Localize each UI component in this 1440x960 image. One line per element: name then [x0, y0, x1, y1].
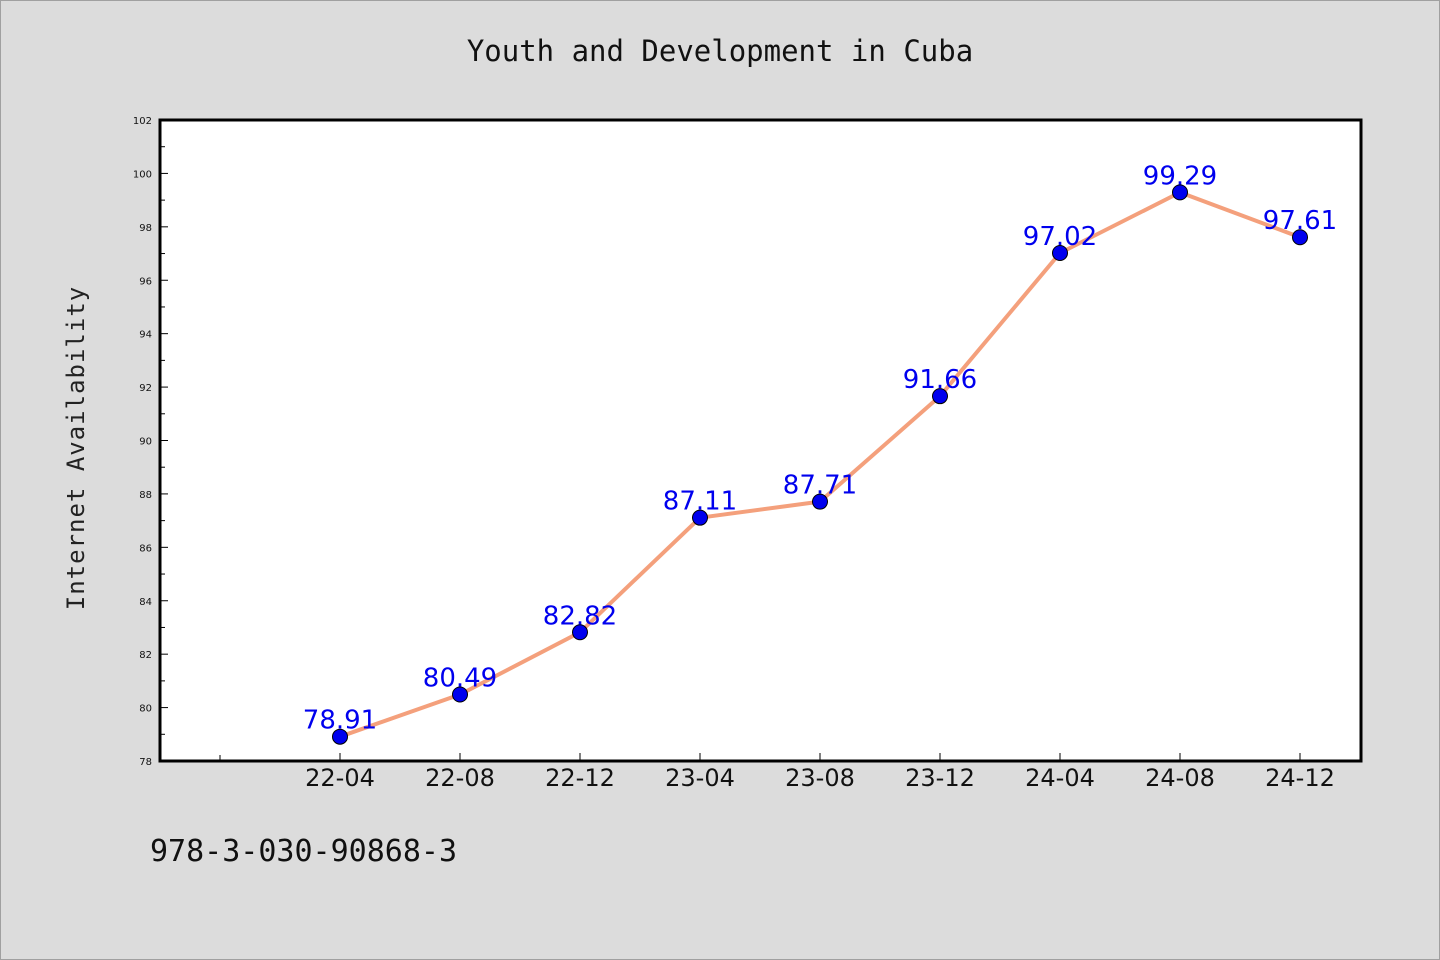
data-label: 87.11 — [663, 487, 737, 517]
plot-area — [158, 118, 1363, 763]
y-tick-label: 86 — [139, 543, 152, 554]
data-point — [812, 493, 828, 510]
x-tick-label: 23-04 — [665, 764, 735, 792]
data-point — [932, 388, 948, 405]
y-tick-label: 94 — [139, 330, 152, 341]
x-tick-label: 24-04 — [1025, 764, 1095, 792]
footer-code: 978-3-030-90868-3 — [150, 834, 458, 869]
data-point — [1292, 229, 1308, 246]
y-tick-label: 82 — [139, 650, 152, 661]
data-labels: 78.91 80.49 82.82 87.11 87.71 91.66 97.02 99.29… — [303, 161, 1337, 735]
x-tick-label: 24-12 — [1265, 764, 1335, 792]
y-tick-label: 88 — [139, 490, 152, 501]
y-tick-label: 90 — [139, 437, 152, 448]
x-tick-label: 23-12 — [905, 764, 975, 792]
y-tick-label: 84 — [139, 597, 152, 608]
x-tick-label: 22-04 — [305, 764, 375, 792]
data-point — [692, 509, 708, 526]
chart-title: Youth and Development in Cuba — [466, 34, 974, 68]
x-tick-label: 23-08 — [785, 764, 855, 792]
data-point — [332, 728, 348, 745]
data-label: 82.82 — [543, 601, 617, 631]
y-tick-label: 96 — [139, 276, 152, 287]
data-label: 97.02 — [1023, 222, 1097, 252]
data-point — [1052, 245, 1068, 262]
data-point — [572, 624, 588, 641]
y-tick-label: 92 — [139, 383, 152, 394]
y-tick-label: 78 — [139, 757, 152, 768]
data-label: 91.66 — [903, 365, 977, 395]
data-point — [1172, 184, 1188, 201]
x-tick-label: 24-08 — [1145, 764, 1215, 792]
x-axis-ticks: 22-04 22-08 22-12 23-04 23-08 23-12 24-04 24-08… — [219, 753, 1335, 792]
data-label: 87.71 — [783, 471, 857, 501]
y-tick-label: 98 — [139, 223, 152, 234]
y-tick-label: 102 — [133, 116, 152, 127]
data-label: 80.49 — [423, 663, 497, 693]
y-tick-label: 80 — [139, 704, 152, 715]
y-tick-label: 100 — [133, 169, 152, 180]
y-axis-ticks: 78 80 82 84 86 88 90 92 94 96 98 100 102 — [133, 116, 168, 768]
data-label: 99.29 — [1143, 161, 1217, 191]
data-point — [452, 686, 468, 703]
x-tick-label: 22-12 — [545, 764, 615, 792]
series-markers — [332, 184, 1308, 745]
data-label: 78.91 — [303, 706, 377, 736]
x-tick-label: 22-08 — [425, 764, 495, 792]
data-label: 97.61 — [1263, 206, 1337, 236]
